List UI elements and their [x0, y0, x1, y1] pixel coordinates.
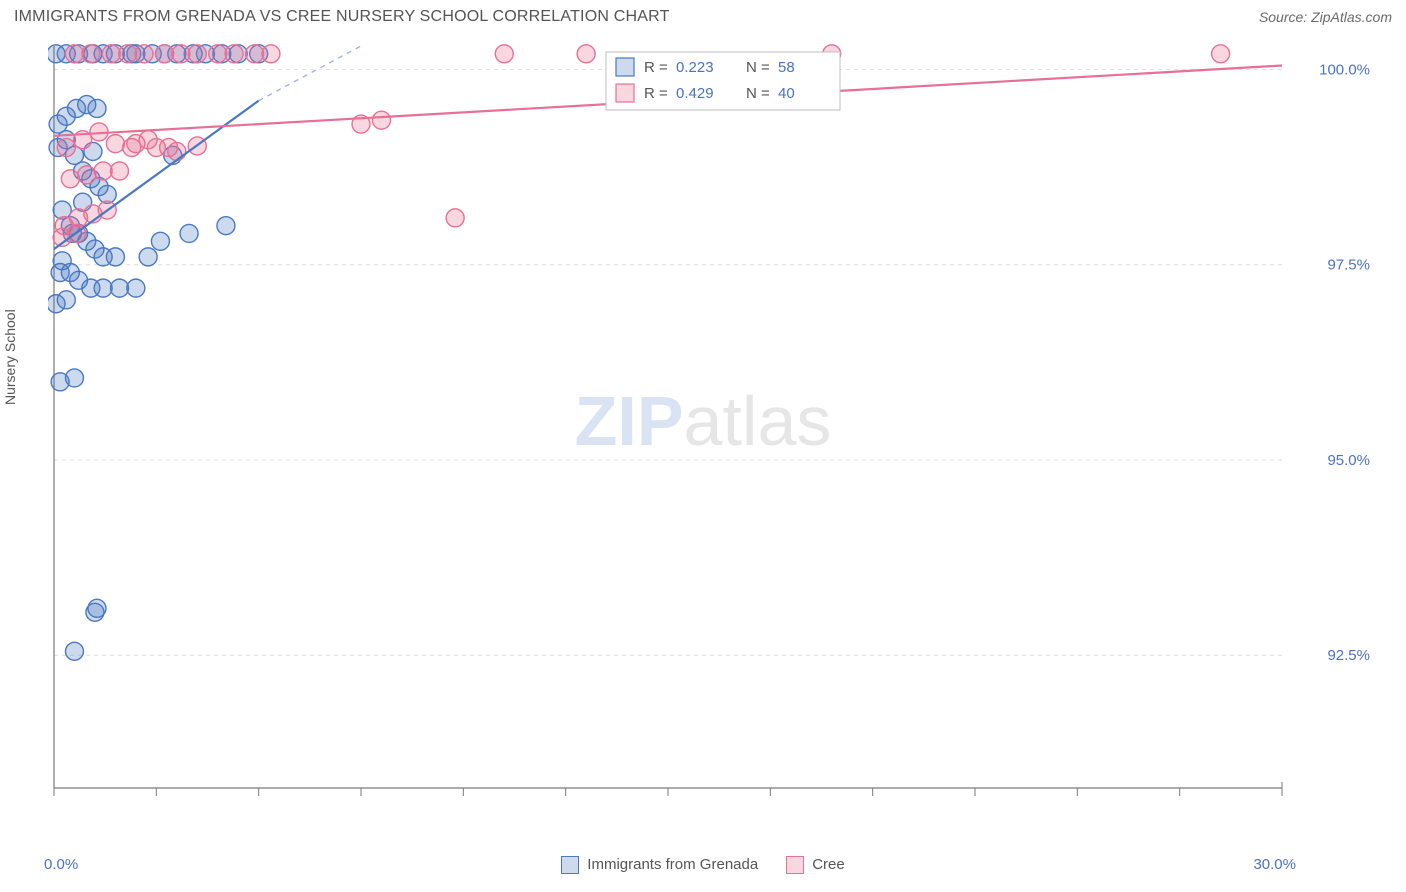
scatter-plot: 92.5% 95.0% 97.5% 100.0% R = 0.223 N = 58 R = 0.4…	[48, 42, 1378, 802]
source-name: ZipAtlas.com	[1311, 9, 1392, 25]
svg-text:N =: N =	[746, 85, 770, 102]
svg-text:95.0%: 95.0%	[1327, 452, 1370, 469]
svg-text:58: 58	[778, 59, 795, 76]
legend-swatch-cree	[786, 856, 804, 874]
source-attribution: Source: ZipAtlas.com	[1259, 9, 1392, 25]
legend-label-cree: Cree	[812, 856, 845, 873]
source-label: Source:	[1259, 9, 1311, 25]
x-axis-label-end: 30.0%	[1253, 856, 1296, 873]
bottom-legend: 0.0% Immigrants from Grenada Cree 30.0%	[0, 856, 1406, 874]
x-axis-label-start: 0.0%	[44, 856, 78, 873]
svg-text:0.429: 0.429	[676, 85, 714, 102]
legend-item-cree: Cree	[786, 856, 845, 874]
svg-text:92.5%: 92.5%	[1327, 647, 1370, 664]
y-axis-label: Nursery School	[2, 309, 18, 405]
svg-text:N =: N =	[746, 59, 770, 76]
svg-text:97.5%: 97.5%	[1327, 257, 1370, 274]
plot-wrapper: Nursery School ZIPatlas 92.5%95.0%97.5%1…	[14, 42, 1392, 832]
legend-swatch-grenada	[561, 856, 579, 874]
svg-text:R =: R =	[644, 85, 668, 102]
header: IMMIGRANTS FROM GRENADA VS CREE NURSERY …	[0, 0, 1406, 30]
series-legend: Immigrants from Grenada Cree	[561, 856, 844, 874]
svg-text:0.223: 0.223	[676, 59, 714, 76]
svg-text:100.0%: 100.0%	[1319, 61, 1370, 78]
svg-text:40: 40	[778, 85, 795, 102]
svg-text:R =: R =	[644, 59, 668, 76]
legend-item-grenada: Immigrants from Grenada	[561, 856, 758, 874]
legend-label-grenada: Immigrants from Grenada	[587, 856, 758, 873]
chart-title: IMMIGRANTS FROM GRENADA VS CREE NURSERY …	[14, 8, 670, 26]
